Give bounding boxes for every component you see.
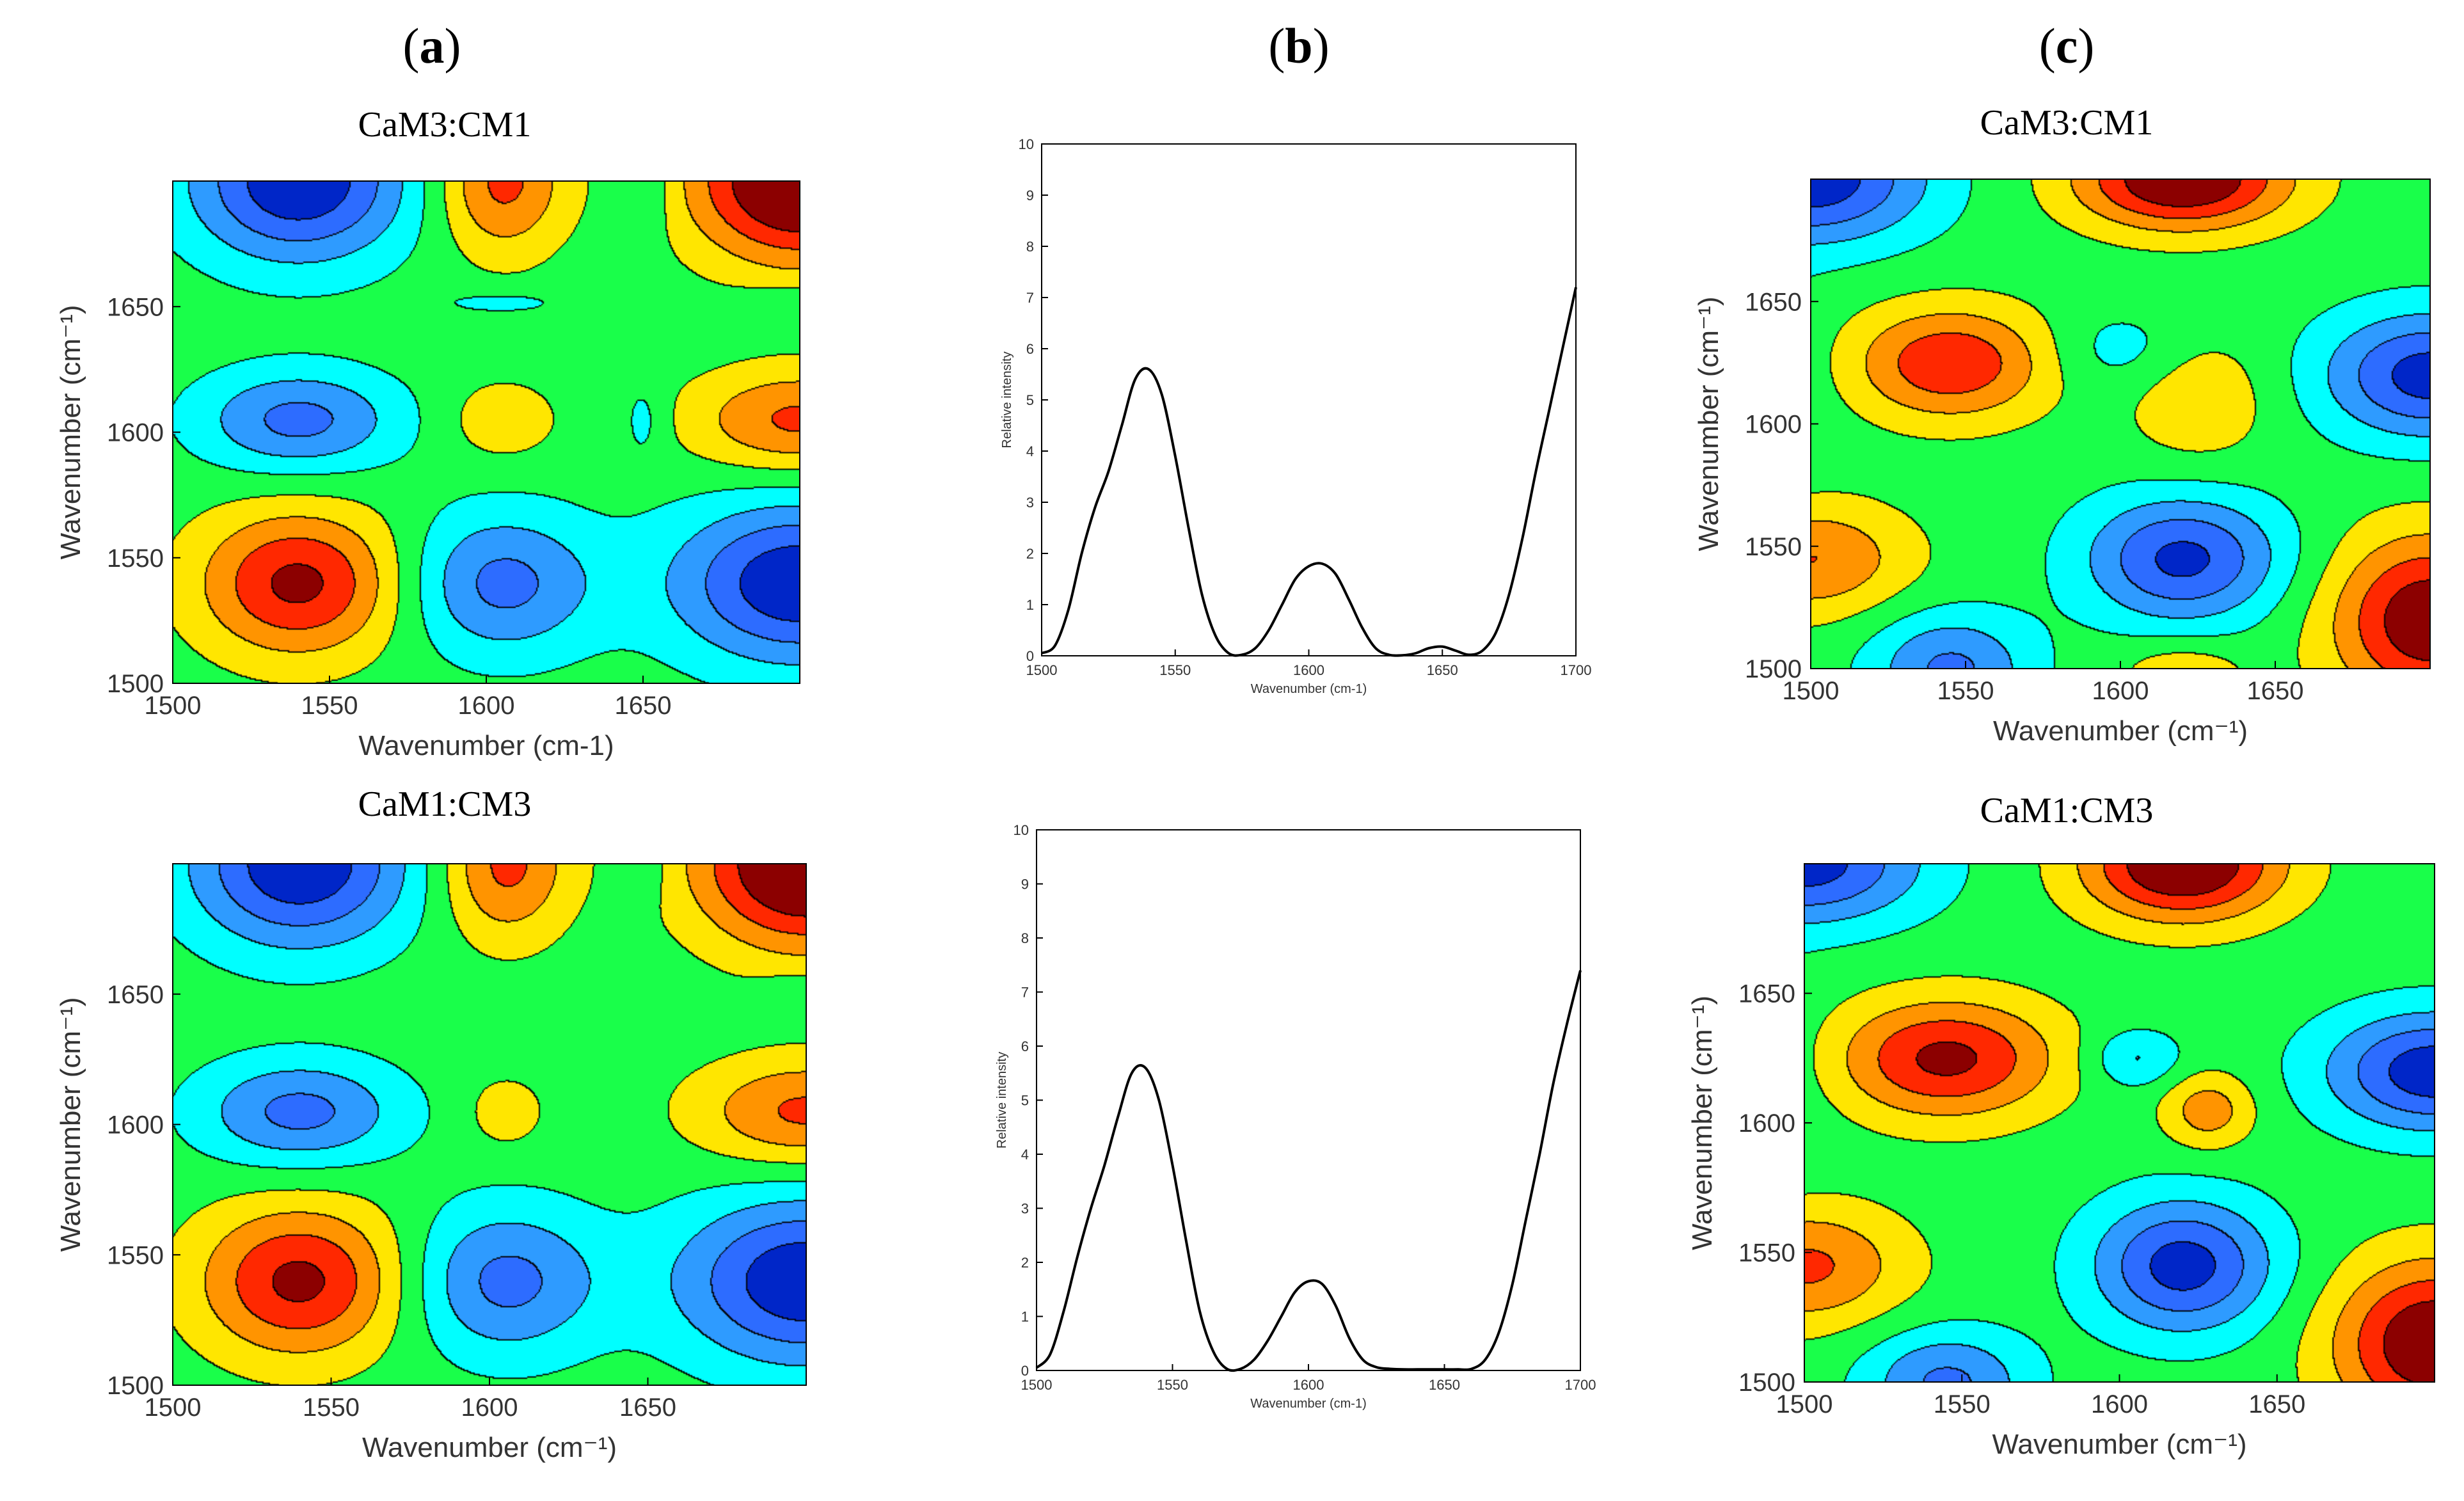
intensity-line [1035,970,1582,1372]
y-axis-label: Wavenumber (cm⁻¹) [55,305,86,559]
y-tick-label: 1650 [1738,980,1795,1008]
y-tick-label: 1550 [1745,533,1802,561]
x-axis-label: Wavenumber (cm-1) [358,730,614,761]
plot-title: CaM1:CM3 [358,784,532,824]
y-tick-label: 1650 [107,981,164,1009]
plot-frame [1036,829,1581,1371]
y-axis-label: Wavenumber (cm⁻¹) [1687,996,1718,1250]
y-tick-label: 4 [1026,443,1034,459]
x-tick-label: 1650 [1427,662,1458,678]
x-axis-label: Wavenumber (cm⁻¹) [1992,1429,2246,1460]
panel-letter-b: (b) [1268,18,1329,74]
y-axis-label: Wavenumber (cm⁻¹) [1693,296,1724,551]
y-tick-label: 7 [1026,290,1034,306]
y-tick-label: 9 [1026,187,1034,203]
y-tick-label: 6 [1026,341,1034,357]
contour-map [1811,179,2430,669]
contour-plot-a-top: CaM3:CM1 1500 1550 1600 1650 1500 1550 1600 1650… [55,105,800,761]
y-tick-label: 3 [1021,1201,1029,1217]
y-tick-label: 5 [1026,392,1034,408]
x-tick-label: 1600 [2091,1390,2148,1418]
y-tick-label: 2 [1021,1255,1029,1271]
plot-title: CaM3:CM1 [1980,103,2154,143]
y-tick-label: 5 [1021,1093,1029,1109]
y-tick-label: 1600 [107,1111,164,1140]
y-tick-label: 1600 [1738,1109,1795,1138]
y-tick-label: 1650 [1745,288,1802,316]
x-tick-label: 1550 [1937,677,1994,705]
x-tick-label: 1600 [1293,662,1324,678]
y-tick-label: 8 [1026,239,1034,255]
y-axis-label: Relative intensity [1000,351,1014,448]
x-tick-label: 1500 [145,1394,202,1422]
y-tick-label: 1550 [1738,1239,1795,1267]
y-tick-label: 1600 [107,419,164,447]
x-axis-label: Wavenumber (cm-1) [1251,682,1367,696]
line-plot-b-bottom: 1500 1550 1600 1650 1700 0 1 2 3 4 5 6 7 8 9 10 Wavenumb… [995,822,1596,1411]
plot-title: CaM1:CM3 [1980,791,2154,830]
panel-letter-c: (c) [2039,18,2095,74]
y-tick-label: 0 [1026,648,1034,664]
y-tick-label: 0 [1021,1363,1029,1379]
x-tick-label: 1650 [1429,1377,1460,1393]
y-tick-label: 1650 [107,293,164,321]
x-tick-label: 1650 [615,692,672,720]
y-tick-label: 1500 [1745,655,1802,683]
y-axis-label: Wavenumber (cm⁻¹) [55,997,86,1251]
x-tick-label: 1500 [145,692,202,720]
y-tick-label: 1 [1021,1309,1029,1325]
x-tick-label: 1650 [2247,677,2304,705]
y-tick-label: 9 [1021,877,1029,893]
x-tick-label: 1650 [619,1394,676,1422]
x-tick-label: 1500 [1021,1377,1053,1393]
x-tick-label: 1600 [1293,1377,1324,1393]
x-tick-label: 1700 [1565,1377,1596,1393]
intensity-line [1041,287,1577,657]
contour-plot-c-bottom: CaM1:CM3 1500 1550 1600 1650 1500 1550 1600 1650… [1687,791,2435,1460]
contour-map [173,864,806,1385]
x-axis-label: Wavenumber (cm-1) [1250,1397,1367,1411]
x-tick-label: 1600 [461,1394,518,1422]
y-tick-label: 1550 [107,544,164,573]
x-tick-label: 1650 [2248,1390,2305,1418]
x-tick-label: 1550 [303,1394,360,1422]
x-tick-label: 1600 [2092,677,2149,705]
y-tick-label: 1600 [1745,411,1802,439]
y-tick-label: 8 [1021,930,1029,946]
x-tick-label: 1600 [458,692,515,720]
x-tick-label: 1550 [301,692,358,720]
contour-map [1804,864,2435,1382]
y-tick-label: 1 [1026,597,1034,613]
x-axis-label: Wavenumber (cm⁻¹) [1993,715,2248,747]
contour-plot-a-bottom: CaM1:CM3 1500 1550 1600 1650 1500 1550 1600 1650… [55,784,807,1463]
y-tick-label: 10 [1019,136,1034,152]
y-tick-label: 4 [1021,1147,1029,1163]
plot-title: CaM3:CM1 [358,105,532,145]
y-tick-label: 1550 [107,1241,164,1269]
y-tick-label: 7 [1021,985,1029,1001]
y-tick-label: 6 [1021,1038,1029,1054]
x-tick-label: 1500 [1026,662,1058,678]
line-plot-b-top: 1500 1550 1600 1650 1700 0 1 2 3 4 5 6 7 8 9 10 Wavenumb… [1000,136,1591,696]
plot-frame [1041,143,1577,656]
x-tick-label: 1550 [1934,1390,1991,1418]
y-tick-label: 3 [1026,495,1034,511]
x-axis-label: Wavenumber (cm⁻¹) [362,1432,617,1463]
y-tick-label: 1500 [1738,1369,1795,1397]
x-tick-label: 1550 [1159,662,1191,678]
x-tick-label: 1550 [1157,1377,1188,1393]
y-tick-label: 10 [1013,822,1029,838]
y-tick-label: 1500 [107,670,164,698]
contour-plot-c-top: CaM3:CM1 1500 1550 1600 1650 1500 1550 1600 1650… [1693,103,2431,747]
x-tick-label: 1500 [1776,1390,1833,1418]
x-tick-label: 1700 [1561,662,1592,678]
y-tick-label: 2 [1026,546,1034,562]
panel-letter-a: (a) [403,18,461,74]
y-tick-label: 1500 [107,1372,164,1400]
y-axis-label: Relative intensity [995,1052,1009,1148]
contour-map [173,181,800,683]
x-tick-label: 1500 [1783,677,1840,705]
